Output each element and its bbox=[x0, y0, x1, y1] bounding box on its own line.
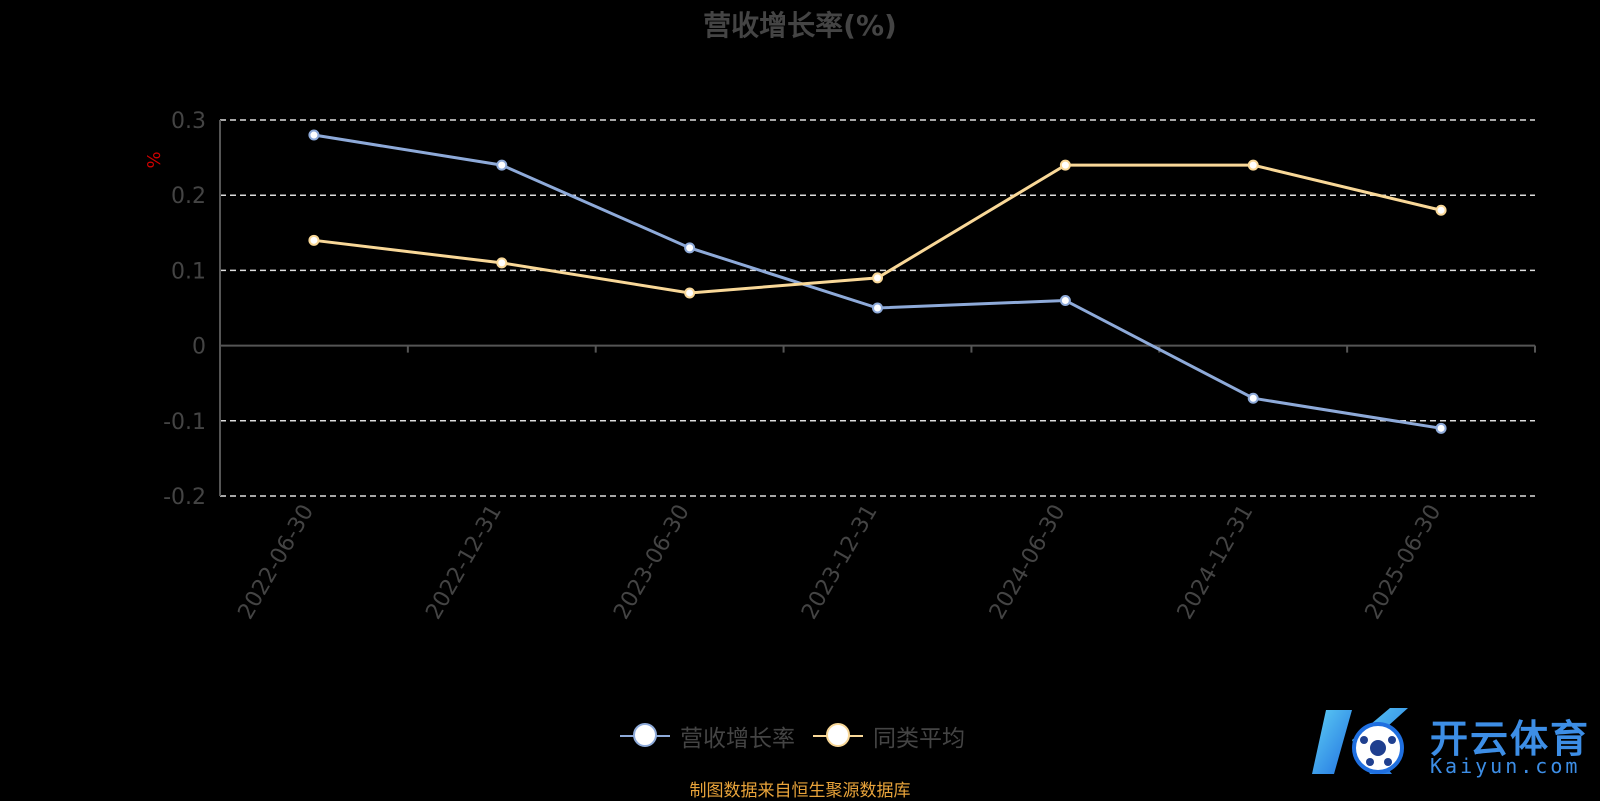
legend-label-revenue-growth: 营收增长率 bbox=[680, 726, 795, 752]
x-tick-label: 2024-12-31 bbox=[1173, 501, 1259, 624]
legend-item-peer-average[interactable]: 同类平均 bbox=[813, 719, 965, 753]
series-layer bbox=[308, 129, 1447, 434]
watermark-url: Kaiyun.com bbox=[1430, 754, 1581, 778]
data-point[interactable] bbox=[1435, 422, 1447, 434]
data-point[interactable] bbox=[872, 302, 883, 314]
x-tick-label: 2022-12-31 bbox=[421, 501, 507, 624]
grid-layer bbox=[220, 119, 1535, 497]
data-point[interactable] bbox=[496, 257, 508, 269]
data-point[interactable] bbox=[308, 129, 320, 141]
data-point[interactable] bbox=[1247, 159, 1259, 171]
data-point[interactable] bbox=[1059, 159, 1071, 171]
legend-marker-revenue-growth bbox=[620, 722, 670, 750]
y-tick-label: 0.3 bbox=[171, 109, 206, 134]
data-point[interactable] bbox=[308, 234, 320, 246]
axis-layer: -0.2 -0.1 0 0.1 0.2 0.3 2022-06-30 2022-12-31 20… bbox=[163, 109, 1536, 624]
chart-title: 营收增长率(%) bbox=[703, 9, 897, 42]
y-tick-label: 0.1 bbox=[171, 259, 206, 284]
y-tick-label: 0 bbox=[192, 335, 206, 360]
kaiyun-logo-icon bbox=[1312, 708, 1408, 774]
data-point[interactable] bbox=[1059, 294, 1071, 306]
legend-item-revenue-growth[interactable]: 营收增长率 bbox=[620, 719, 795, 753]
watermark-name: 开云体育 bbox=[1430, 717, 1591, 761]
data-point[interactable] bbox=[496, 159, 508, 171]
x-tick-label: 2024-06-30 bbox=[985, 501, 1071, 624]
watermark: 开云体育 Kaiyun.com bbox=[1312, 700, 1592, 784]
data-point[interactable] bbox=[1247, 392, 1259, 404]
y-axis-label: % bbox=[144, 151, 165, 168]
legend-marker-peer-average bbox=[813, 722, 863, 750]
data-point[interactable] bbox=[684, 242, 696, 254]
source-note: 制图数据来自恒生聚源数据库 bbox=[689, 781, 911, 801]
y-tick-label: 0.2 bbox=[171, 184, 206, 209]
data-point[interactable] bbox=[872, 272, 883, 284]
x-tick-label: 2022-06-30 bbox=[234, 501, 320, 624]
x-tick-label: 2023-06-30 bbox=[609, 501, 695, 624]
x-tick-label: 2023-12-31 bbox=[797, 501, 883, 624]
x-tick-label: 2025-06-30 bbox=[1361, 501, 1447, 624]
data-point[interactable] bbox=[1435, 204, 1447, 216]
legend-label-peer-average: 同类平均 bbox=[873, 726, 965, 752]
y-tick-label: -0.2 bbox=[163, 485, 206, 510]
y-tick-label: -0.1 bbox=[163, 410, 206, 435]
data-point[interactable] bbox=[684, 287, 696, 299]
legend: 营收增长率 同类平均 bbox=[620, 718, 965, 754]
